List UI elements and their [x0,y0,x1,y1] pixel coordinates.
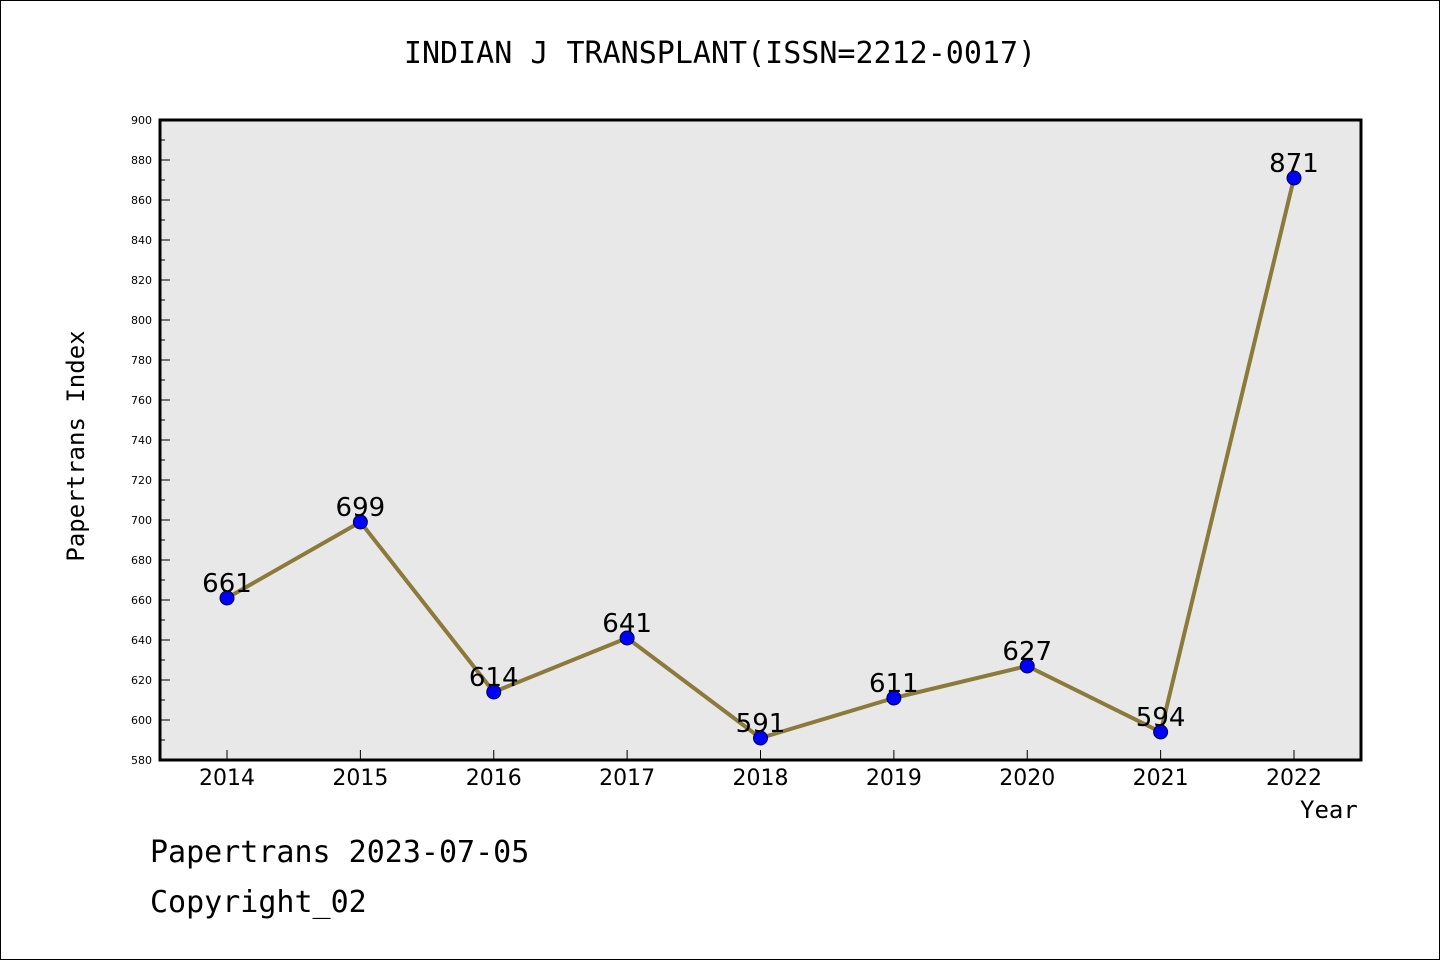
plot-border [158,118,1363,762]
footer-copyright: Copyright_02 [150,885,367,920]
y-tick-label: 740 [131,434,152,447]
data-label: 641 [602,609,652,639]
footer-date: Papertrans 2023-07-05 [150,835,530,870]
plot-area [160,120,1361,760]
x-axis-label: Year [1300,796,1358,824]
y-tick-label: 620 [131,674,152,687]
y-tick-label: 760 [131,394,152,407]
data-point [1286,170,1302,186]
data-label: 627 [1002,637,1052,667]
y-tick-label: 800 [131,314,152,327]
x-tick-label: 2016 [466,766,522,791]
x-tick-label: 2020 [999,766,1055,791]
y-tick-label: 820 [131,274,152,287]
data-label: 591 [736,709,786,739]
data-point [1153,724,1169,740]
data-label: 871 [1269,149,1319,179]
data-point [619,630,635,646]
x-tick-label: 2018 [733,766,789,791]
data-point [486,684,502,700]
y-tick-label: 660 [131,594,152,607]
series-group: 661 699 614 641 591 611 627 594 871 [202,149,1319,746]
data-point [886,690,902,706]
data-label: 614 [469,663,519,693]
y-tick-label: 780 [131,354,152,367]
x-tick-label: 2022 [1266,766,1322,791]
y-tick-label: 720 [131,474,152,487]
data-point [352,514,368,530]
data-label: 611 [869,669,919,699]
data-point [753,730,768,746]
x-tick-label: 2021 [1133,766,1189,791]
data-point [1019,658,1035,674]
chart-title: INDIAN J TRANSPLANT(ISSN=2212-0017) [403,36,1037,71]
x-tick-label: 2017 [599,766,655,791]
data-label: 594 [1136,703,1186,733]
y-tick-label: 700 [131,514,152,527]
y-tick-label: 900 [131,114,152,127]
data-point [219,590,235,606]
data-label: 661 [202,569,252,599]
y-tick-label: 860 [131,194,152,207]
x-tick-label: 2019 [866,766,922,791]
y-tick-label: 580 [131,754,152,767]
y-tick-label: 680 [131,554,152,567]
x-tick-label: 2015 [332,766,388,791]
y-tick-label: 600 [131,714,152,727]
y-axis: 580 600 620 640 660 680 700 720 740 760 780 800 820 8… [131,114,170,767]
x-axis: 2014 2015 2016 2017 2018 2019 2020 2021 2022 [199,750,1322,791]
y-tick-label: 840 [131,234,152,247]
y-tick-label: 640 [131,634,152,647]
y-tick-label: 880 [131,154,152,167]
x-tick-label: 2014 [199,766,255,791]
data-label: 699 [336,493,386,523]
